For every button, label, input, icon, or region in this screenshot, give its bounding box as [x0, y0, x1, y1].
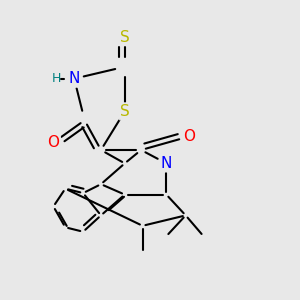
Text: N: N [161, 156, 172, 171]
Text: O: O [47, 135, 59, 150]
Text: H: H [52, 72, 61, 85]
Text: S: S [120, 30, 130, 45]
Text: S: S [120, 104, 130, 119]
Text: N: N [68, 71, 80, 86]
Text: O: O [183, 129, 195, 144]
